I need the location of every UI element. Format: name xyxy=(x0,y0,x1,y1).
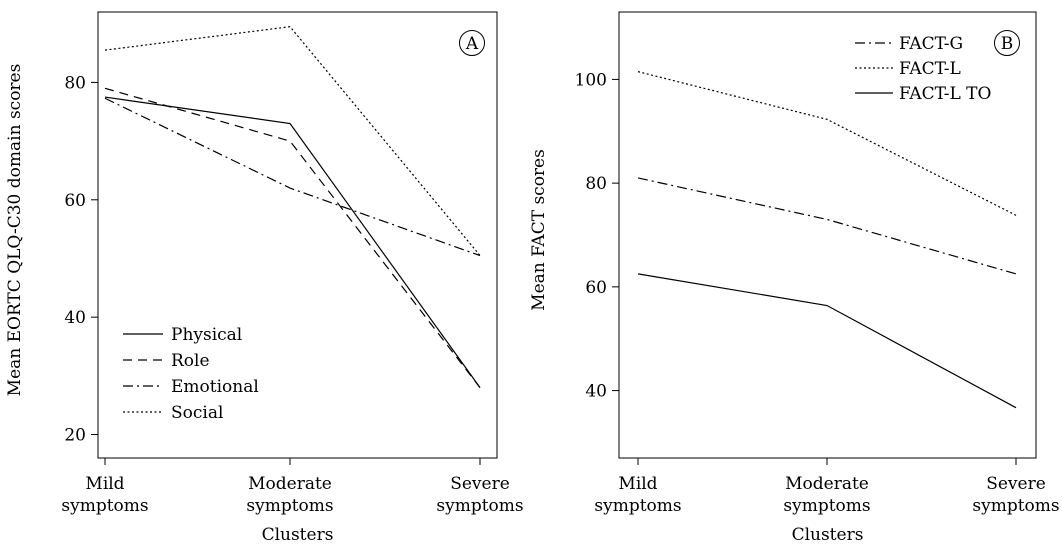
legend-label: Role xyxy=(171,351,210,371)
y-tick-label: 100 xyxy=(575,70,607,90)
legend-label: FACT-G xyxy=(899,34,963,54)
legend-label: FACT-L xyxy=(899,59,961,79)
x-tick-label: Severe symptoms xyxy=(436,474,523,516)
y-tick-label: 60 xyxy=(64,191,86,211)
series-line-fact-l xyxy=(637,71,1017,216)
x-tick-label: Moderate symptoms xyxy=(783,474,870,516)
panel-label: A xyxy=(465,34,479,54)
legend-label: FACT-L TO xyxy=(899,84,991,104)
panel-label: B xyxy=(1001,34,1014,54)
x-tick-label: Severe symptoms xyxy=(972,474,1059,516)
plot-frame xyxy=(97,11,498,459)
series-line-physical xyxy=(104,96,481,388)
legend-label: Physical xyxy=(171,325,242,345)
x-axis-title: Clusters xyxy=(262,525,334,545)
y-tick-label: 60 xyxy=(585,278,607,298)
series-line-fact-l-to xyxy=(637,273,1017,409)
y-axis-title: Mean EORTC QLQ-C30 domain scores xyxy=(5,64,25,397)
y-axis-title: Mean FACT scores xyxy=(529,149,549,311)
series-line-fact-g xyxy=(637,177,1017,275)
x-tick-label: Mild symptoms xyxy=(594,474,681,516)
series-line-emotional xyxy=(104,97,481,257)
series-line-social xyxy=(104,26,481,256)
panel-label-circle xyxy=(459,30,485,56)
plot-frame xyxy=(618,11,1037,459)
y-tick-label: 20 xyxy=(64,426,86,446)
x-axis-title: Clusters xyxy=(792,525,864,545)
y-tick-label: 80 xyxy=(585,174,607,194)
legend-label: Social xyxy=(171,403,223,423)
chart-panel-A: 20 40 60 80 Mild symptoms Moderate symptoms Seve… xyxy=(5,11,524,545)
y-tick-label: 40 xyxy=(585,382,607,402)
x-tick-label: Mild symptoms xyxy=(61,474,148,516)
y-tick-label: 80 xyxy=(64,73,86,93)
y-tick-label: 40 xyxy=(64,308,86,328)
panel-label-circle xyxy=(994,30,1020,56)
chart-panel-B: 40 60 80 100 Mild symptoms Moderate symptoms Sev… xyxy=(529,11,1060,545)
x-tick-label: Moderate symptoms xyxy=(246,474,333,516)
legend-label: Emotional xyxy=(171,377,259,397)
series-line-role xyxy=(104,87,481,388)
